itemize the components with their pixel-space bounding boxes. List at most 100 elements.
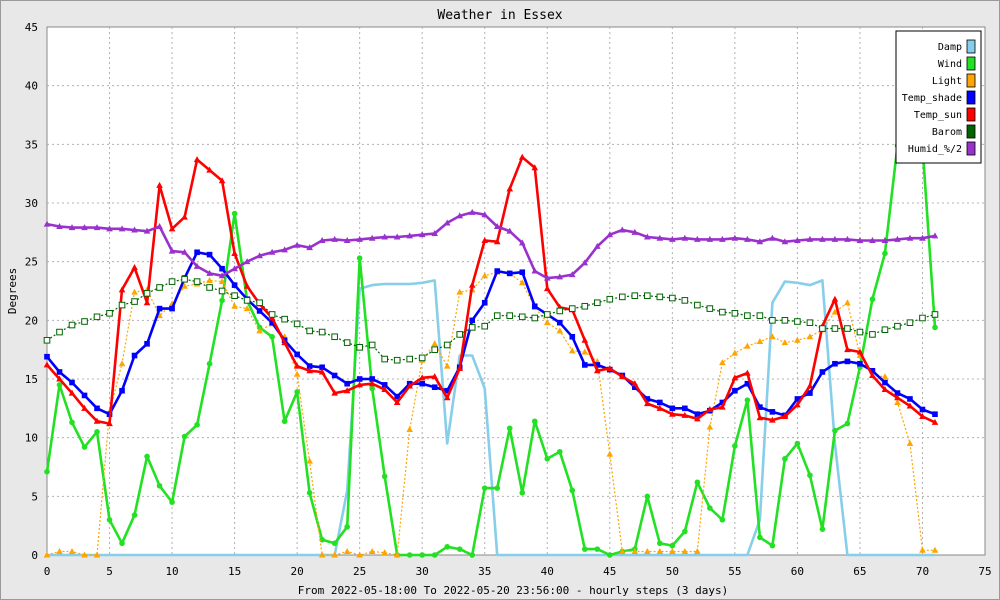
data-point (256, 299, 263, 307)
data-point (906, 319, 914, 326)
data-point (81, 551, 88, 558)
x-tick-label: 65 (853, 565, 866, 578)
x-tick-label: 40 (541, 565, 554, 578)
data-point (819, 325, 826, 332)
data-point (156, 222, 163, 229)
data-point (206, 269, 213, 276)
data-point (506, 312, 514, 319)
data-point (931, 418, 939, 425)
data-point (69, 379, 75, 386)
data-point (356, 381, 363, 388)
data-point (106, 517, 113, 523)
data-point (731, 309, 739, 317)
data-point (794, 336, 801, 343)
data-point (293, 362, 301, 369)
x-tick-label: 55 (728, 565, 741, 578)
data-point (631, 292, 639, 299)
data-point (593, 242, 601, 249)
tick-labels: 0 5 10 15 20 25 30 35 40 45 0 5 10 15 20 25 30 35 40 45 50 55… (25, 21, 992, 578)
data-point (443, 362, 451, 369)
data-point (144, 341, 150, 347)
data-point (206, 360, 213, 367)
data-point (819, 526, 826, 532)
data-point (281, 339, 288, 346)
data-point (281, 418, 288, 425)
data-point (581, 362, 588, 368)
data-point (844, 299, 851, 306)
data-point (644, 396, 651, 402)
data-point (756, 337, 764, 344)
x-tick-label: 75 (978, 565, 991, 578)
data-point (406, 552, 413, 558)
data-point (669, 294, 676, 302)
data-point (719, 403, 726, 410)
data-point (644, 292, 651, 299)
data-point (119, 540, 125, 547)
data-point (882, 250, 888, 257)
data-point (469, 317, 476, 324)
data-point (431, 384, 438, 391)
y-tick-label: 30 (25, 197, 38, 210)
x-tick-label: 35 (478, 565, 491, 578)
data-point (543, 319, 551, 326)
data-point (43, 336, 51, 344)
data-point (43, 361, 51, 368)
data-point (368, 341, 376, 349)
data-point (556, 448, 563, 455)
data-point (356, 376, 363, 382)
data-point (919, 314, 926, 322)
data-point (931, 546, 939, 553)
data-point (682, 405, 688, 412)
data-point (231, 210, 238, 217)
data-point (607, 552, 613, 558)
data-point (268, 311, 276, 318)
legend-swatch (966, 56, 976, 71)
data-point (744, 342, 751, 349)
data-point (143, 290, 151, 297)
data-point (306, 244, 313, 251)
data-point (243, 297, 251, 304)
data-point (318, 328, 326, 336)
legend-swatch (966, 90, 976, 105)
data-point (406, 425, 413, 432)
legend-swatch (966, 39, 976, 54)
data-point (68, 321, 76, 329)
data-point (481, 272, 489, 279)
data-point (757, 534, 763, 541)
data-point (781, 238, 789, 245)
data-point (881, 326, 889, 334)
data-point (368, 234, 376, 241)
data-point (381, 473, 388, 480)
data-point (719, 308, 726, 316)
data-point (657, 399, 663, 406)
data-point (494, 268, 501, 274)
data-point (756, 238, 764, 245)
data-point (481, 211, 489, 218)
data-point (343, 547, 351, 554)
data-point (168, 225, 176, 232)
data-point (506, 425, 513, 432)
data-point (219, 265, 225, 272)
legend-label: Temp_sun (914, 110, 962, 121)
data-point (93, 224, 101, 231)
data-point (293, 370, 301, 377)
y-tick-label: 20 (25, 314, 38, 327)
data-point (181, 282, 188, 289)
data-point (631, 380, 639, 387)
y-tick-label: 0 (31, 549, 38, 562)
data-point (581, 348, 589, 355)
legend-swatch (966, 73, 976, 88)
series-line (47, 279, 935, 557)
data-point (381, 233, 388, 240)
series-line (46, 155, 936, 425)
data-point (206, 276, 213, 283)
data-point (731, 374, 739, 381)
data-point (894, 390, 901, 396)
legend-swatch (966, 124, 976, 139)
grid (47, 27, 985, 555)
data-point (531, 314, 539, 322)
data-point (269, 333, 275, 340)
data-point (593, 367, 601, 374)
data-point (294, 389, 300, 395)
data-point (568, 305, 576, 312)
